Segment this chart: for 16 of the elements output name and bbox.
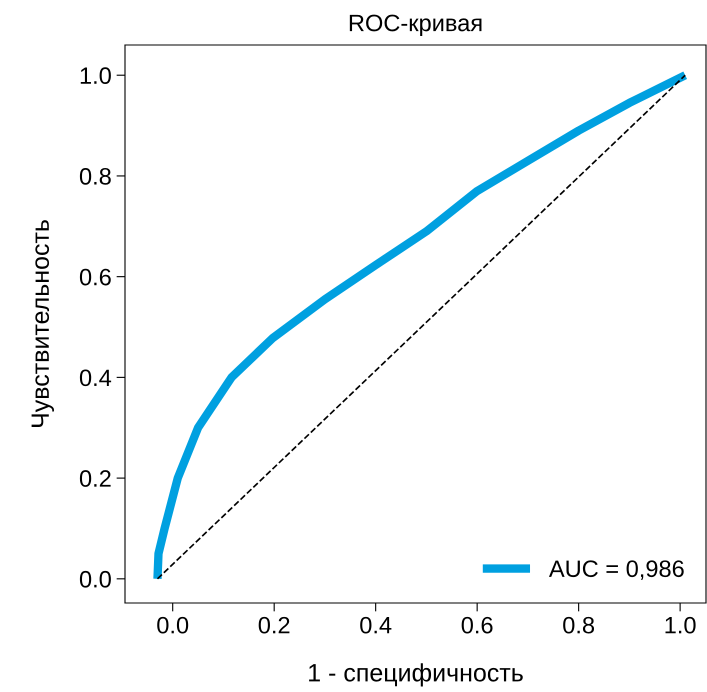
y-tick-label: 0.6: [80, 268, 111, 286]
x-tick-label: 0.6: [462, 616, 493, 634]
x-tick-label: 0.4: [360, 616, 392, 634]
y-tick-label: 0.4: [80, 369, 112, 386]
y-tick-label: 0.2: [80, 470, 111, 487]
x-tick-label: 0.8: [563, 616, 594, 634]
x-axis-title: 1 - специфичность: [309, 663, 523, 687]
y-tick-label: 0.8: [80, 168, 111, 185]
y-axis-title: Чувствительность: [32, 220, 54, 427]
y-tick-label: 1.0: [80, 67, 111, 84]
y-tick-label: 0.0: [80, 570, 111, 588]
x-tick-label: 0.0: [157, 616, 188, 634]
chart-title: ROC-кривая: [350, 14, 482, 36]
x-tick-label: 1.0: [666, 616, 696, 634]
legend-label: AUC = 0,986: [548, 560, 684, 580]
x-tick-label: 0.2: [258, 616, 290, 634]
